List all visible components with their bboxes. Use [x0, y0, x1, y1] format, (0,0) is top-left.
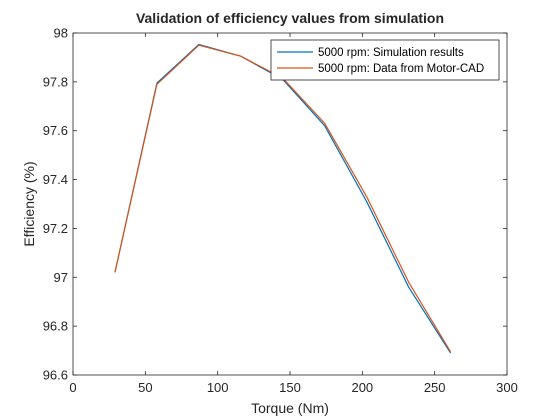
y-tick-label: 98: [54, 26, 68, 41]
legend-label-motor-cad: 5000 rpm: Data from Motor-CAD: [318, 63, 484, 75]
y-tick-label: 97: [54, 270, 68, 285]
x-tick-label: 50: [138, 380, 152, 395]
y-tick-label: 96.8: [43, 319, 68, 334]
series-line-motor-cad: [114, 44, 452, 353]
y-tick-label: 97.4: [43, 172, 68, 187]
x-tick-label: 100: [207, 380, 229, 395]
y-tick-label: 97.6: [43, 123, 68, 138]
x-tick-label: 0: [69, 380, 76, 395]
ticks-layer: 0 50 100 150 200 250 300 96.6 96.8 97 97.2 97.4 97.6…: [43, 26, 518, 396]
x-tick-label: 300: [496, 380, 518, 395]
plot-frame: [72, 32, 508, 376]
series-line-simulation: [114, 43, 452, 354]
x-tick-label: 250: [424, 380, 446, 395]
legend-box: [270, 39, 500, 81]
legend-label-simulation: 5000 rpm: Simulation results: [318, 47, 464, 59]
x-axis-label: Torque (Nm): [251, 400, 329, 416]
y-tick-label: 97.8: [43, 74, 68, 89]
y-tick-label: 96.6: [43, 368, 68, 383]
x-tick-label: 200: [351, 380, 373, 395]
x-tick-label: 150: [279, 380, 301, 395]
chart-title: Validation of efficiency values from sim…: [136, 10, 444, 26]
y-axis-label: Efficiency (%): [21, 161, 37, 246]
y-tick-label: 97.2: [43, 221, 68, 236]
series-layer: [114, 43, 452, 354]
legend: 5000 rpm: Simulation results 5000 rpm: D…: [270, 39, 500, 81]
